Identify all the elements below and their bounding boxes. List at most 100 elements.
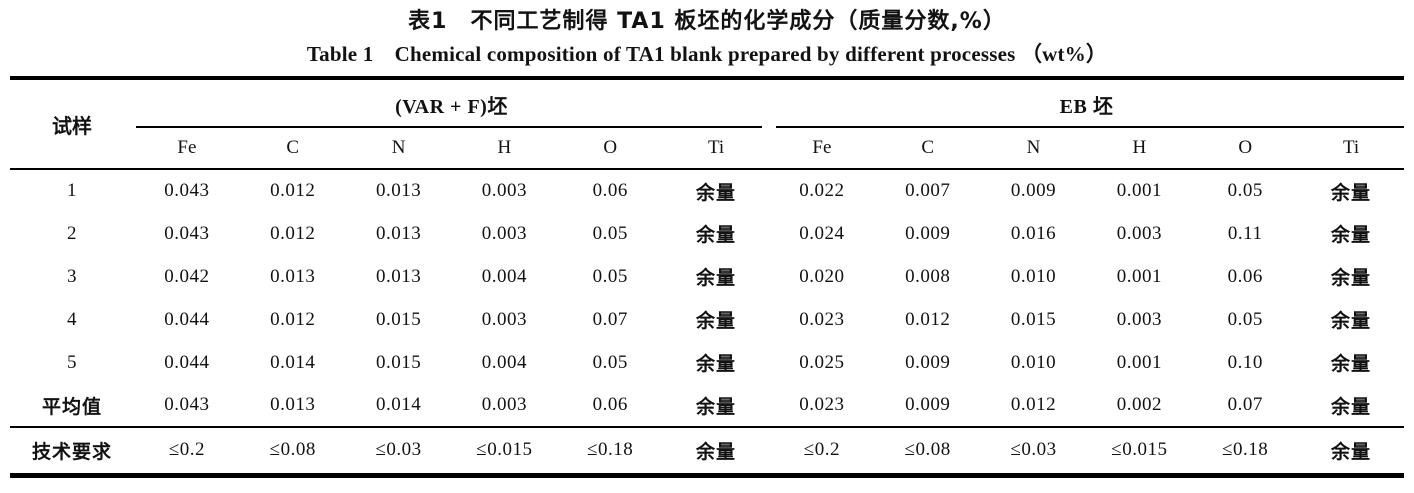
element-header-row: Fe C N H O Ti Fe C N H O Ti — [10, 128, 1404, 170]
column-header-varf-ti: Ti — [663, 128, 769, 170]
cell-value: 0.013 — [375, 222, 422, 244]
cell-value: 0.023 — [799, 308, 845, 330]
column-header-eb-o: O — [1192, 128, 1299, 170]
table-title-english: Table 1 Chemical composition of TA1 blan… — [306, 42, 1108, 67]
table-row-sample-2: 2 0.043 0.012 0.013 0.003 0.05 余量 0.024 0.009 0.0… — [10, 212, 1404, 255]
cell-value: 0.05 — [1227, 308, 1263, 330]
cell-value: 0.010 — [1010, 265, 1057, 287]
cell-value: 0.015 — [375, 351, 422, 373]
table-title-chinese: 表1 不同工艺制得 TA1 板坯的化学成分（质量分数,%） — [408, 9, 1006, 34]
cell-value: ≤0.18 — [1192, 426, 1299, 475]
cell-value: ≤0.015 — [451, 426, 558, 475]
cell-value: ≤0.18 — [557, 426, 664, 475]
cell-balance: 余量 — [696, 181, 737, 204]
cell-value: 0.024 — [799, 222, 845, 244]
cell-balance: 余量 — [663, 426, 769, 475]
row-label: 5 — [67, 351, 77, 373]
cell-value: ≤0.03 — [345, 426, 452, 475]
cell-value: 0.003 — [481, 222, 528, 244]
column-header-eb-c: C — [874, 128, 981, 170]
cell-value: 0.008 — [905, 265, 951, 287]
cell-balance: 余量 — [696, 267, 737, 289]
cell-value: 0.015 — [375, 308, 422, 330]
cell-balance: 余量 — [696, 353, 737, 375]
column-header-varf-h: H — [451, 128, 558, 170]
column-header-eb-h: H — [1086, 128, 1193, 170]
cell-value: 0.07 — [592, 308, 628, 330]
cell-value: ≤0.08 — [874, 426, 981, 475]
cell-balance: 余量 — [1331, 267, 1372, 289]
cell-value: 0.05 — [592, 351, 628, 373]
cell-value: 0.022 — [799, 180, 845, 201]
cell-balance: 余量 — [696, 395, 737, 418]
cell-value: 0.004 — [481, 265, 528, 287]
column-header-varf-fe: Fe — [134, 128, 240, 170]
column-header-eb-n: N — [980, 128, 1087, 170]
cell-value: 0.06 — [592, 394, 628, 415]
cell-value: 0.020 — [799, 265, 845, 287]
cell-value: 0.004 — [481, 351, 528, 373]
cell-value: ≤0.03 — [980, 426, 1087, 475]
cell-balance: 余量 — [1331, 395, 1372, 418]
cell-value: 0.014 — [375, 394, 422, 415]
cell-value: 0.013 — [270, 265, 316, 287]
cell-value: 0.009 — [1010, 180, 1057, 201]
cell-balance: 余量 — [1298, 426, 1404, 475]
group-header-row: 试样 (VAR + F)坯 EB 坯 — [10, 78, 1404, 170]
group-header-var-f: (VAR + F)坯 — [134, 78, 769, 128]
cell-value: ≤0.08 — [239, 426, 346, 475]
column-header-varf-c: C — [239, 128, 346, 170]
cell-value: ≤0.2 — [768, 426, 875, 475]
table-captions: 表1 不同工艺制得 TA1 板坯的化学成分（质量分数,%） Table 1 Ch… — [0, 0, 1414, 67]
table-row-sample-5: 5 0.044 0.014 0.015 0.004 0.05 余量 0.025 0.009 0.0… — [10, 341, 1404, 384]
table-row-requirement: 技术要求 ≤0.2 ≤0.08 ≤0.03 ≤0.015 ≤0.18 余量 ≤0.2 ≤0.08… — [10, 426, 1404, 475]
cell-value: 0.001 — [1116, 265, 1162, 287]
cell-balance: 余量 — [1331, 310, 1372, 332]
cell-value: 0.07 — [1227, 394, 1263, 415]
cell-value: 0.012 — [270, 222, 316, 244]
cell-value: 0.044 — [164, 351, 210, 373]
cell-value: 0.016 — [1010, 222, 1057, 244]
cell-value: 0.06 — [1227, 265, 1263, 287]
cell-value: 0.05 — [1227, 180, 1263, 201]
cell-value: 0.001 — [1116, 180, 1162, 201]
cell-value: 0.025 — [799, 351, 845, 373]
table-row-average: 平均值 0.043 0.013 0.014 0.003 0.06 余量 0.023 0.009 0… — [10, 384, 1404, 427]
cell-value: 0.007 — [905, 180, 951, 201]
cell-value: 0.003 — [481, 394, 528, 415]
row-label: 4 — [67, 308, 77, 330]
cell-balance: 余量 — [696, 310, 737, 332]
cell-value: 0.11 — [1227, 222, 1263, 244]
cell-value: 0.013 — [375, 180, 422, 201]
cell-value: 0.010 — [1010, 351, 1057, 373]
cell-value: 0.05 — [592, 222, 628, 244]
row-label: 3 — [67, 265, 77, 287]
column-header-varf-n: N — [345, 128, 452, 170]
cell-value: 0.012 — [905, 308, 951, 330]
cell-value: 0.013 — [375, 265, 422, 287]
cell-value: 0.014 — [270, 351, 316, 373]
cell-value: 0.003 — [481, 308, 528, 330]
column-header-eb-fe: Fe — [768, 128, 875, 170]
cell-value: 0.009 — [905, 394, 951, 415]
cell-value: 0.044 — [164, 308, 210, 330]
composition-table: 试样 (VAR + F)坯 EB 坯 Fe C N H O Ti Fe C N H O Ti 1 0.0… — [10, 76, 1404, 478]
row-label: 平均值 — [41, 395, 102, 418]
cell-balance: 余量 — [1331, 224, 1372, 246]
table-row-sample-3: 3 0.042 0.013 0.013 0.004 0.05 余量 0.020 0.008 0.0… — [10, 255, 1404, 298]
cell-value: ≤0.2 — [134, 426, 240, 475]
cell-value: 0.05 — [592, 265, 628, 287]
cell-value: 0.10 — [1227, 351, 1263, 373]
cell-value: 0.002 — [1116, 394, 1162, 415]
cell-balance: 余量 — [1331, 353, 1372, 375]
sample-column-header: 试样 — [10, 78, 134, 170]
cell-value: 0.043 — [164, 222, 210, 244]
table-row-sample-1: 1 0.043 0.012 0.013 0.003 0.06 余量 0.022 0.007 0.0… — [10, 169, 1404, 212]
row-label: 1 — [67, 180, 77, 201]
cell-value: 0.043 — [164, 394, 210, 415]
column-header-eb-ti: Ti — [1298, 128, 1404, 170]
row-label: 2 — [67, 222, 77, 244]
cell-value: 0.003 — [1116, 222, 1162, 244]
group-header-eb: EB 坯 — [769, 78, 1404, 128]
